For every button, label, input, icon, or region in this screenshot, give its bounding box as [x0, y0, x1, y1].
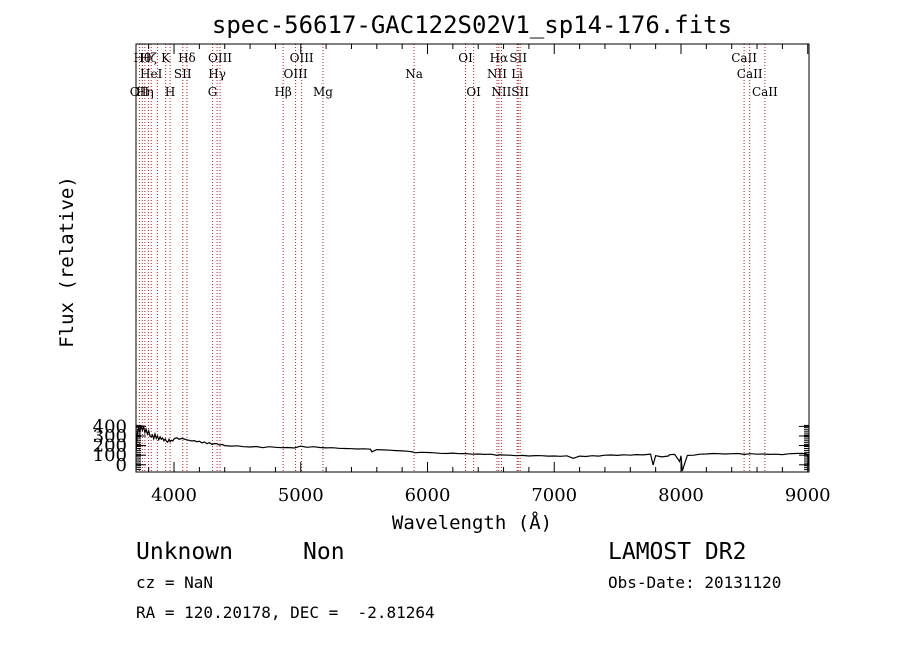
line-label: SII: [509, 51, 527, 65]
line-label: Hδ: [178, 51, 196, 65]
y-tick-label: 0: [116, 455, 127, 476]
x-tick-label: 6000: [405, 485, 451, 506]
survey-name: LAMOST DR2: [608, 539, 747, 565]
line-label: Hθ: [133, 51, 151, 65]
redshift-value: cz = NaN: [136, 573, 214, 592]
line-label: CaII: [737, 67, 763, 81]
y-axis-label: Flux (relative): [56, 176, 78, 348]
x-tick-label: 7000: [531, 485, 577, 506]
line-label: SII: [174, 67, 192, 81]
line-label: OI: [458, 51, 473, 65]
line-label: Hη: [136, 85, 154, 99]
x-tick-label: 5000: [278, 485, 324, 506]
plot-frame: [135, 43, 810, 473]
line-label: Mg: [313, 85, 333, 99]
coordinates: RA = 120.20178, DEC = -2.81264: [136, 603, 435, 622]
line-label: Hβ: [274, 85, 291, 99]
line-label: OIII: [284, 67, 308, 81]
line-label: Hα: [490, 51, 509, 65]
observation-date: Obs-Date: 20131120: [608, 573, 782, 592]
line-label: NII: [487, 67, 507, 81]
line-label: OIII: [208, 51, 232, 65]
line-label: NII: [491, 85, 511, 99]
line-label: Na: [405, 67, 423, 81]
line-label: Li: [511, 67, 523, 81]
spectrum-series: [135, 424, 809, 472]
object-subclass: Non: [303, 539, 345, 565]
line-label: HeI: [140, 67, 163, 81]
line-label: CaII: [752, 85, 778, 99]
x-tick-label: 4000: [151, 485, 197, 506]
line-label: OI: [466, 85, 481, 99]
line-label: Hζ: [140, 51, 157, 65]
y-tick-label: 200: [93, 436, 127, 457]
spectrum-line: [135, 424, 809, 472]
y-tick-label: 300: [93, 426, 127, 447]
y-tick-label: 100: [93, 445, 127, 466]
y-tick-label: 400: [93, 416, 127, 437]
line-label: OIII: [290, 51, 314, 65]
x-tick-label: 8000: [658, 485, 704, 506]
chart-title: spec-56617-GAC122S02V1_sp14-176.fits: [212, 11, 732, 39]
x-tick-label: 9000: [785, 485, 831, 506]
line-label: Hγ: [208, 67, 226, 81]
object-class: Unknown: [136, 539, 233, 565]
line-label: CaII: [731, 51, 757, 65]
line-label: K: [161, 51, 171, 65]
line-label: G: [208, 85, 218, 99]
line-label: SII: [511, 85, 529, 99]
x-axis-label: Wavelength (Å): [392, 511, 552, 534]
spectral-line-markers: OIIHθHηHζHeIKHSIIHδGHγOIIIHβOIIIOIIIMgNa…: [130, 44, 778, 472]
line-label: H: [165, 85, 175, 99]
